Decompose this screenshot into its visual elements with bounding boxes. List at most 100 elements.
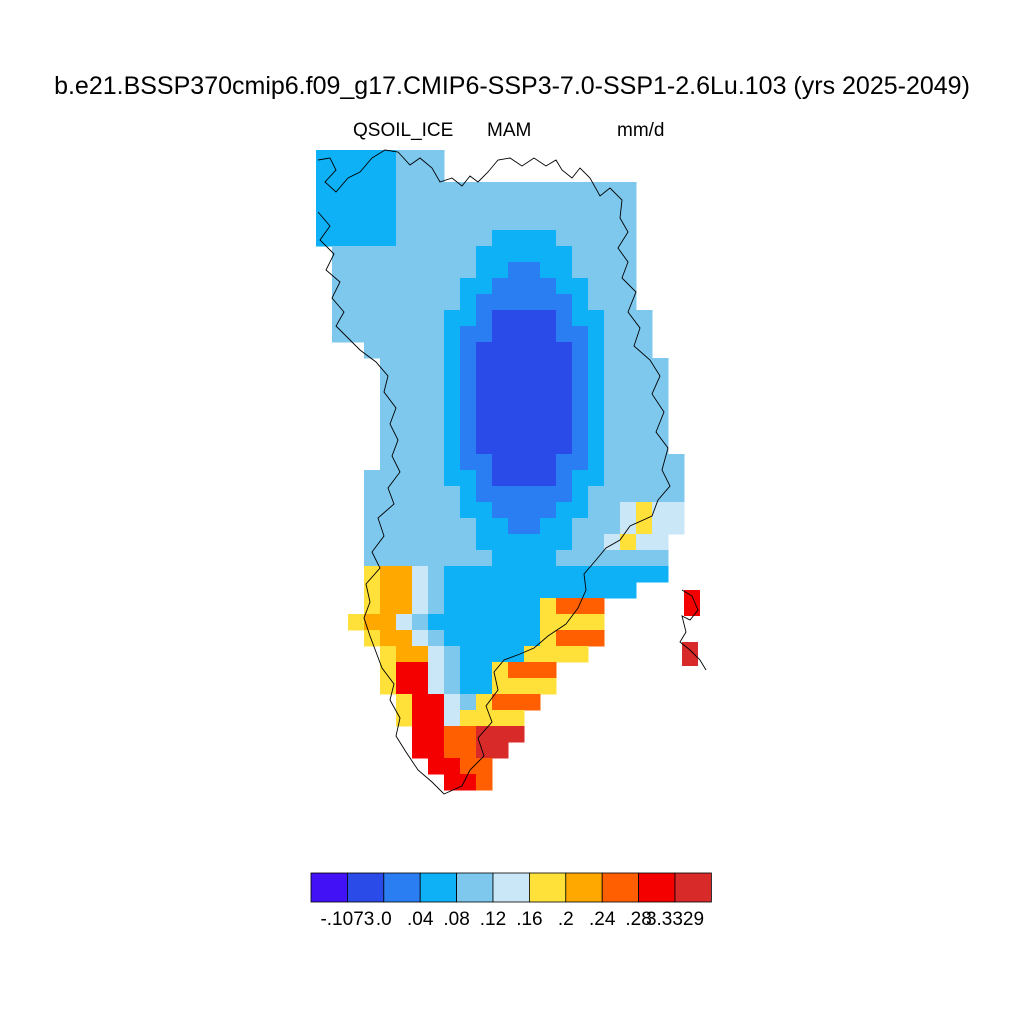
map-cell: [508, 726, 525, 743]
map-cell: [316, 182, 333, 199]
units-label: mm/d: [617, 120, 665, 141]
map-cell: [556, 534, 573, 551]
map-cell: [572, 230, 589, 247]
map-cell: [444, 374, 461, 391]
map-cell: [380, 630, 397, 647]
map-cell: [380, 246, 397, 263]
map-cell: [428, 438, 445, 455]
map-cell: [316, 150, 333, 167]
map-cell: [396, 454, 413, 471]
map-cell: [412, 358, 429, 375]
map-cell: [412, 262, 429, 279]
colorbar-label-7: .24: [589, 909, 616, 930]
map-cell: [508, 342, 525, 359]
map-cell: [524, 566, 541, 583]
map-cell: [444, 342, 461, 359]
map-cell: [604, 518, 621, 535]
map-cell: [380, 598, 397, 615]
map-cell: [524, 342, 541, 359]
map-cell: [620, 518, 637, 535]
map-cell: [588, 518, 605, 535]
map-cell: [476, 630, 493, 647]
map-cell: [620, 422, 637, 439]
map-cell: [396, 566, 413, 583]
map-cell: [460, 182, 477, 199]
map-cell: [476, 518, 493, 535]
map-cell: [412, 726, 429, 743]
colorbar-label-3: .08: [443, 909, 469, 930]
map-cell: [604, 454, 621, 471]
map-cell: [524, 182, 541, 199]
map-cell: [620, 534, 637, 551]
map-cell: [508, 214, 525, 231]
map-cell: [428, 742, 445, 759]
map-cell: [540, 598, 557, 615]
map-cell: [412, 646, 429, 663]
map-cell: [620, 262, 637, 279]
map-cell: [460, 598, 477, 615]
map-cell: [396, 342, 413, 359]
map-cell: [620, 310, 637, 327]
map-cell: [444, 534, 461, 551]
map-cell: [428, 534, 445, 551]
map-cell: [380, 150, 397, 167]
map-cell: [476, 678, 493, 695]
map-cell: [348, 230, 365, 247]
map-cell: [476, 198, 493, 215]
map-cell: [428, 422, 445, 439]
map-cell: [588, 566, 605, 583]
map-cell: [588, 374, 605, 391]
map-cell: [524, 390, 541, 407]
map-cell: [604, 278, 621, 295]
map-cell: [476, 758, 493, 775]
map-cell: [396, 694, 413, 711]
map-cell: [540, 358, 557, 375]
map-cell: [396, 646, 413, 663]
map-cell: [636, 550, 653, 567]
map-cell: [396, 422, 413, 439]
map-cell: [348, 214, 365, 231]
map-cell: [364, 470, 381, 487]
map-cell: [396, 214, 413, 231]
map-cell: [460, 262, 477, 279]
map-cell: [444, 742, 461, 759]
map-cell: [556, 630, 573, 647]
map-cell: [364, 630, 381, 647]
map-cell: [428, 518, 445, 535]
map-cell: [428, 694, 445, 711]
map-cell: [428, 662, 445, 679]
map-cell: [444, 678, 461, 695]
map-cell: [396, 374, 413, 391]
map-cell: [348, 310, 365, 327]
map-cell: [428, 582, 445, 599]
map-cell: [492, 566, 509, 583]
map-cell: [604, 374, 621, 391]
map-cell: [428, 454, 445, 471]
map-cell: [444, 198, 461, 215]
map-cell: [476, 774, 493, 791]
colorbar-labels: -.1073.0 .04 .08 .12 .16 .2 .24 .283.3329: [320, 909, 704, 930]
map-cell: [588, 614, 605, 631]
map-cell: [556, 566, 573, 583]
colorbar-box-7: [565, 872, 603, 903]
map-cell: [396, 262, 413, 279]
map-cell: [412, 582, 429, 599]
map-cell: [428, 646, 445, 663]
map-cell: [476, 214, 493, 231]
map-cell: [460, 278, 477, 295]
map-cell: [572, 502, 589, 519]
map-cell: [364, 246, 381, 263]
map-cell: [508, 262, 525, 279]
map-cell: [636, 438, 653, 455]
map-cell: [412, 326, 429, 343]
map-cell: [524, 310, 541, 327]
map-cell: [380, 502, 397, 519]
colorbar-label-6: .2: [558, 909, 574, 930]
map-cell: [540, 230, 557, 247]
map-cell: [396, 310, 413, 327]
map-cell: [412, 502, 429, 519]
map-cell: [380, 358, 397, 375]
map-cell: [444, 566, 461, 583]
colorbar-label-0: -.1073: [320, 909, 374, 930]
